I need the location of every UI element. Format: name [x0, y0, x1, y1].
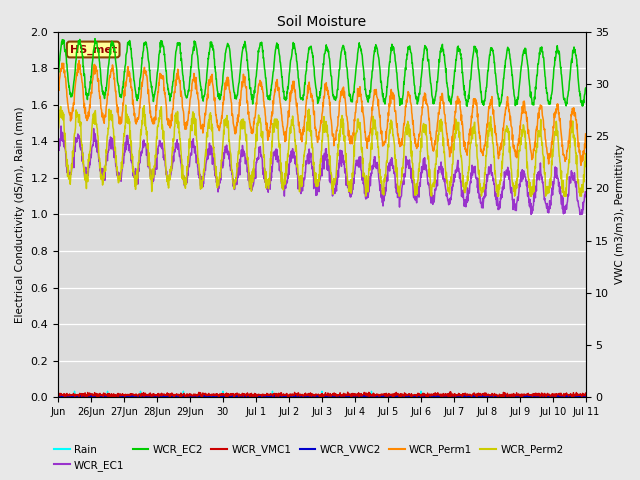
Y-axis label: VWC (m3/m3), Permittivity: VWC (m3/m3), Permittivity — [615, 144, 625, 284]
Text: HS_met: HS_met — [70, 44, 116, 55]
Legend: Rain, WCR_EC1, WCR_EC2, WCR_VMC1, WCR_VWC2, WCR_Perm1, WCR_Perm2: Rain, WCR_EC1, WCR_EC2, WCR_VMC1, WCR_VW… — [50, 440, 568, 475]
Title: Soil Moisture: Soil Moisture — [277, 15, 366, 29]
Y-axis label: Electrical Conductivity (dS/m), Rain (mm): Electrical Conductivity (dS/m), Rain (mm… — [15, 106, 25, 323]
